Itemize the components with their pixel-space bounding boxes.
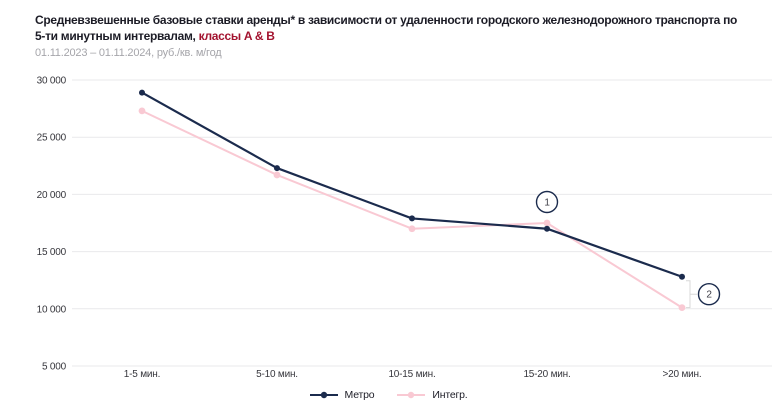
y-axis-tick-label: 20 000 <box>37 190 67 201</box>
data-point <box>679 273 685 280</box>
integr-line-marker-icon <box>397 391 426 399</box>
series-line-metro <box>141 91 683 278</box>
y-axis-tick-label: 10 000 <box>37 304 67 315</box>
y-axis-tick-label: 5 000 <box>42 362 67 373</box>
data-point <box>408 225 416 233</box>
chart-subtitle: 01.11.2023 – 01.11.2024, руб./кв. м/год <box>35 47 222 59</box>
annotation-label: 1 <box>544 198 550 209</box>
y-axis-tick-label: 30 000 <box>37 76 67 87</box>
annotation-label: 2 <box>706 290 712 301</box>
data-point <box>273 171 281 179</box>
data-point <box>678 304 686 312</box>
legend-dot <box>320 391 327 399</box>
chart-title-line-2: 5-ти минутным интервалам, классы A & B <box>35 28 756 44</box>
data-point <box>544 225 550 232</box>
data-point <box>409 215 415 222</box>
x-axis-tick-label: 1-5 мин. <box>124 369 160 380</box>
x-axis-tick-label: 5-10 мин. <box>256 369 298 380</box>
chart-title-text: Средневзвешенные базовые ставки аренды* … <box>35 13 738 27</box>
chart-title-text-2: 5-ти минутным интервалам, <box>35 29 196 43</box>
y-axis-tick-label: 15 000 <box>37 247 67 258</box>
annotation-bracket <box>686 280 697 309</box>
metro-line-marker-icon <box>309 391 338 399</box>
chart-legend: Метро Интегр. <box>0 389 776 401</box>
chart-title-classes-highlight: классы A & B <box>198 29 275 43</box>
legend-label-integr: Интегр. <box>432 389 468 401</box>
x-axis-tick-label: 10-15 мин. <box>388 369 435 380</box>
annotation-circle-2 <box>697 283 721 306</box>
legend-item-metro: Метро <box>309 389 375 401</box>
legend-label-metro: Метро <box>344 389 375 401</box>
chart-title-line-1: Средневзвешенные базовые ставки аренды* … <box>35 12 756 28</box>
y-axis-tick-label: 25 000 <box>37 133 67 144</box>
data-point <box>138 107 146 115</box>
chart-header: Средневзвешенные базовые ставки аренды* … <box>35 12 756 60</box>
series-line-integr <box>141 109 683 309</box>
x-axis-tick-label: 15-20 мин. <box>523 369 570 380</box>
data-point <box>543 219 551 227</box>
legend-dot <box>408 391 415 399</box>
data-point <box>139 89 145 96</box>
legend-item-integr: Интегр. <box>396 389 468 401</box>
line-chart: 30 000 25 000 20 000 15 000 10 000 5 000 1-5 м… <box>37 76 772 380</box>
x-axis-tick-label: >20 мин. <box>663 369 702 380</box>
data-point <box>274 165 280 172</box>
annotation-circle-1 <box>535 190 559 214</box>
